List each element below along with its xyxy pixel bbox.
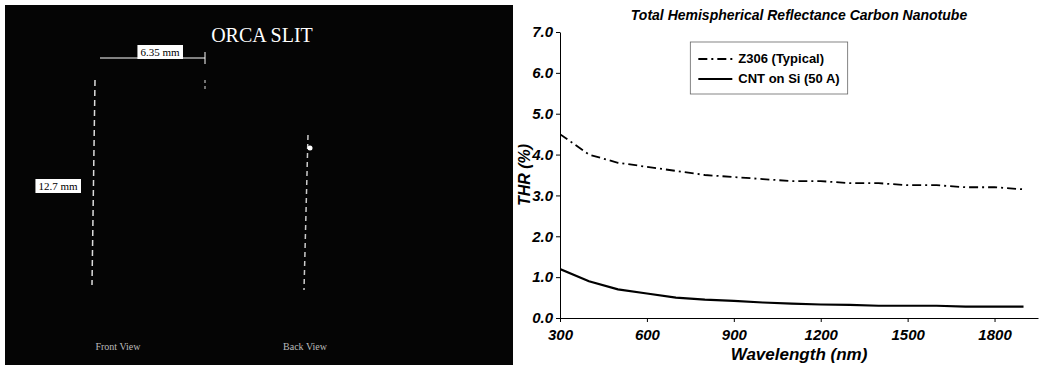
x-tick-label: 1500 [891,326,925,343]
y-tick-label: 0.0 [532,309,554,326]
y-tick: 1.0 [532,268,560,285]
series-line [560,134,1024,189]
y-axis-line [560,33,561,319]
view-label: Back View [283,341,328,352]
y-tick-mark [556,73,560,74]
photo-background [5,5,513,365]
y-tick: 4.0 [531,146,560,163]
y-tick-label: 1.0 [532,268,554,285]
y-tick-label: 5.0 [532,105,554,122]
photo-title: ORCA SLIT [211,24,313,46]
y-tick-mark [556,318,560,319]
width-label: 6.35 mm [140,46,180,58]
x-axis-title: Wavelength (nm) [731,345,868,364]
x-tick-label: 900 [722,326,748,343]
x-tick: 300 [548,318,574,343]
x-tick-label: 600 [635,326,661,343]
y-tick-label: 7.0 [532,23,554,40]
view-label: Front View [95,341,141,352]
y-tick-mark [556,114,560,115]
y-tick-mark [556,32,560,33]
chart-title: Total Hemispherical Reflectance Carbon N… [631,7,968,23]
y-tick-label: 2.0 [531,228,554,245]
x-tick-mark [995,318,996,322]
label-box [137,45,183,59]
dimension-tick [205,52,206,64]
y-tick-label: 3.0 [532,187,554,204]
legend-label: CNT on Si (50 A) [738,71,839,86]
y-axis: 0.0 1.0 2.0 3.0 4.0 5.0 6.0 7.0 [531,23,560,326]
legend-box [690,42,847,94]
chart-panel: Total Hemispherical Reflectance Carbon N… [516,7,1039,364]
x-tick-mark [647,318,648,322]
x-tick: 1800 [978,318,1012,343]
x-tick: 900 [722,318,748,343]
x-tick-mark [734,318,735,322]
slit-highlight [308,146,313,151]
y-axis-title: THR (%) [516,144,533,206]
y-tick-mark [556,155,560,156]
x-tick-mark [908,318,909,322]
x-tick: 1200 [805,318,839,343]
height-label: 12.7 mm [38,180,78,192]
y-tick-label: 6.0 [532,64,554,81]
slit-edge [92,80,95,285]
legend-swatch [698,78,732,80]
series-line [560,269,1024,307]
y-tick: 6.0 [532,64,560,81]
x-tick: 600 [635,318,661,343]
x-tick-mark [560,318,561,322]
x-axis: 300 600 900 1200 1500 1800 [548,318,1039,343]
x-tick-label: 300 [548,326,574,343]
y-tick-mark [556,277,560,278]
y-tick-label: 4.0 [531,146,554,163]
x-axis-line [561,318,1039,319]
x-tick-mark [821,318,822,322]
y-tick-mark [556,195,560,196]
y-tick: 7.0 [532,23,560,40]
y-tick-mark [556,236,560,237]
label-box [35,179,81,193]
legend-swatch [698,58,732,60]
y-tick: 0.0 [532,309,560,326]
y-tick: 2.0 [531,228,560,245]
slit-edge [204,80,205,92]
photo-panel: ORCA SLIT 6.35 mm 12.7 mm Front View Back Vi… [5,5,513,365]
legend: Z306 (Typical) CNT on Si (50 A) [690,42,847,94]
x-tick: 1500 [891,318,925,343]
slit-edge [304,135,308,290]
y-tick: 5.0 [532,105,560,122]
y-tick: 3.0 [532,187,560,204]
x-tick-label: 1200 [805,326,839,343]
lines [560,134,1024,306]
legend-label: Z306 (Typical) [738,51,824,66]
x-tick-label: 1800 [978,326,1012,343]
